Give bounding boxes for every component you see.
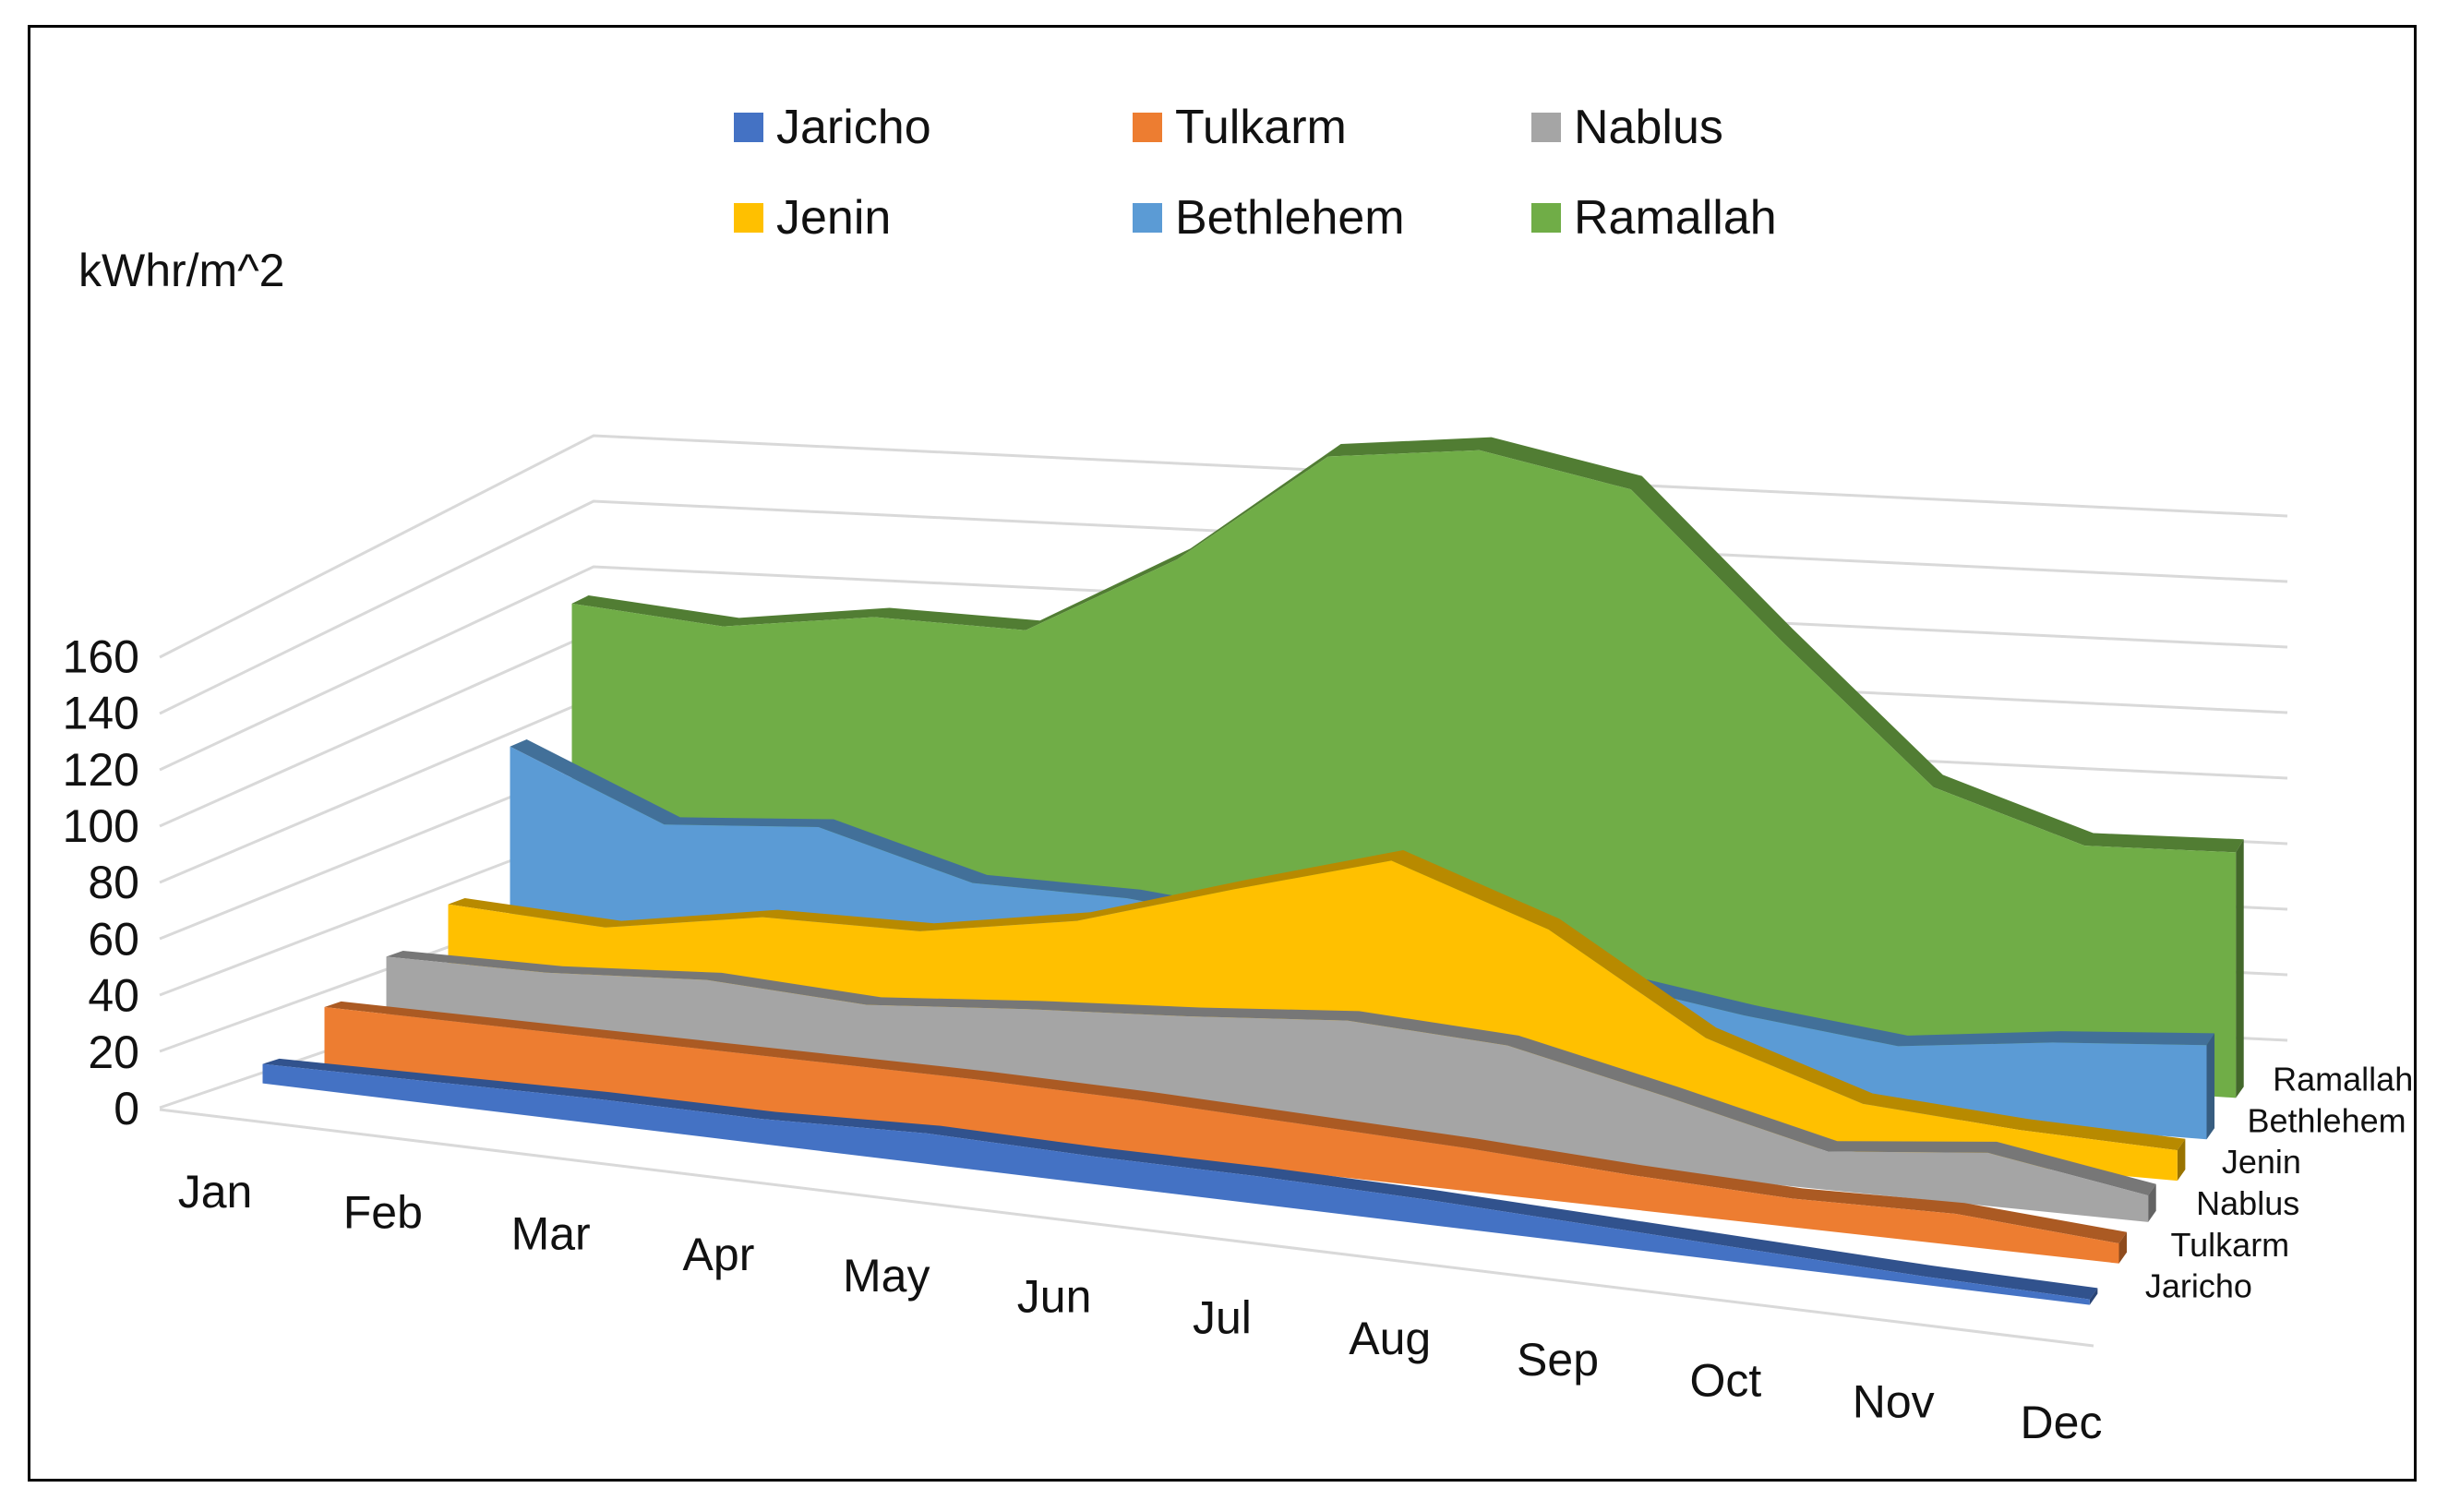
floor-edge	[159, 1108, 2094, 1348]
x-tick-label: Feb	[343, 1187, 423, 1239]
legend-swatch	[1133, 113, 1162, 142]
series-face-nablus	[386, 956, 2149, 1222]
series-top-jaricho	[262, 1058, 2098, 1300]
legend-item-tulkarm: Tulkarm	[1133, 100, 1347, 155]
series-end-jaricho	[2089, 1288, 2098, 1305]
legend-label: Bethlehem	[1175, 191, 1405, 245]
legend-swatch	[734, 113, 763, 142]
y-tick-label: 60	[88, 913, 139, 965]
x-tick-label: Oct	[1689, 1355, 1761, 1407]
y-axis-title: kWhr/m^2	[78, 245, 284, 296]
x-tick-label: Jul	[1193, 1291, 1252, 1343]
legend-item-jenin: Jenin	[734, 190, 891, 246]
depth-label-jenin: Jenin	[2222, 1143, 2301, 1181]
depth-label-ramallah: Ramallah	[2273, 1060, 2413, 1098]
y-tick-label: 160	[63, 630, 139, 682]
series-end-bethlehem	[2206, 1033, 2215, 1140]
series-end-tulkarm	[2118, 1231, 2128, 1264]
x-tick-label: Aug	[1349, 1313, 1431, 1364]
series-end-nablus	[2148, 1183, 2156, 1222]
gridline-160	[159, 434, 2288, 659]
depth-label-tulkarm: Tulkarm	[2171, 1226, 2290, 1264]
gridline-140	[159, 499, 2288, 715]
x-tick-label: Apr	[683, 1229, 755, 1280]
x-tick-label: Dec	[2021, 1397, 2103, 1448]
legend-label: Nablus	[1574, 101, 1723, 154]
depth-label-nablus: Nablus	[2196, 1184, 2299, 1222]
x-tick-label: Jan	[178, 1166, 253, 1218]
series-jaricho	[262, 1058, 2098, 1305]
legend-item-bethlehem: Bethlehem	[1133, 190, 1405, 246]
x-tick-label: Mar	[511, 1207, 591, 1259]
depth-label-bethlehem: Bethlehem	[2248, 1101, 2406, 1139]
x-tick-label: Sep	[1517, 1334, 1599, 1386]
y-tick-label: 120	[63, 744, 139, 796]
series-top-jenin	[448, 850, 2186, 1151]
legend-swatch	[1531, 113, 1561, 142]
series-face-tulkarm	[324, 1007, 2119, 1264]
x-tick-label: May	[843, 1250, 930, 1302]
x-tick-label: Jun	[1017, 1271, 1092, 1323]
legend-label: Jaricho	[776, 101, 931, 154]
series-face-jaricho	[262, 1063, 2090, 1305]
y-tick-label: 140	[63, 688, 139, 739]
legend-swatch	[1133, 203, 1162, 233]
series-tulkarm	[324, 1001, 2128, 1264]
legend-swatch	[734, 203, 763, 233]
x-tick-label: Nov	[1853, 1375, 1935, 1427]
depth-label-jaricho: Jaricho	[2145, 1267, 2252, 1305]
legend-label: Tulkarm	[1175, 101, 1347, 154]
y-tick-label: 0	[114, 1083, 139, 1134]
legend-label: Jenin	[776, 191, 892, 245]
x-axis-ticks: Jan Feb Mar Apr May Jun Jul Aug Sep Oct Nov Dec	[178, 1166, 2103, 1448]
chart-frame: 0 20 40 60 80 100 120 140 160 kWhr/m^2 Jan Feb Mar…	[28, 25, 2417, 1482]
legend-label: Ramallah	[1574, 191, 1777, 245]
series-end-jenin	[2177, 1138, 2186, 1182]
legend-item-nablus: Nablus	[1531, 100, 1723, 155]
y-tick-label: 20	[88, 1026, 139, 1078]
series-nablus	[386, 950, 2156, 1222]
series-top-tulkarm	[324, 1001, 2128, 1244]
y-tick-label: 100	[63, 800, 139, 852]
legend: Jaricho Tulkarm Nablus Jenin Bethlehem Ramall…	[734, 100, 1842, 284]
y-tick-label: 80	[88, 857, 139, 908]
y-tick-label: 40	[88, 970, 139, 1022]
legend-item-ramallah: Ramallah	[1531, 190, 1777, 246]
series-end-ramallah	[2236, 839, 2244, 1098]
legend-item-jaricho: Jaricho	[734, 100, 931, 155]
legend-swatch	[1531, 203, 1561, 233]
series-areas	[262, 437, 2244, 1305]
